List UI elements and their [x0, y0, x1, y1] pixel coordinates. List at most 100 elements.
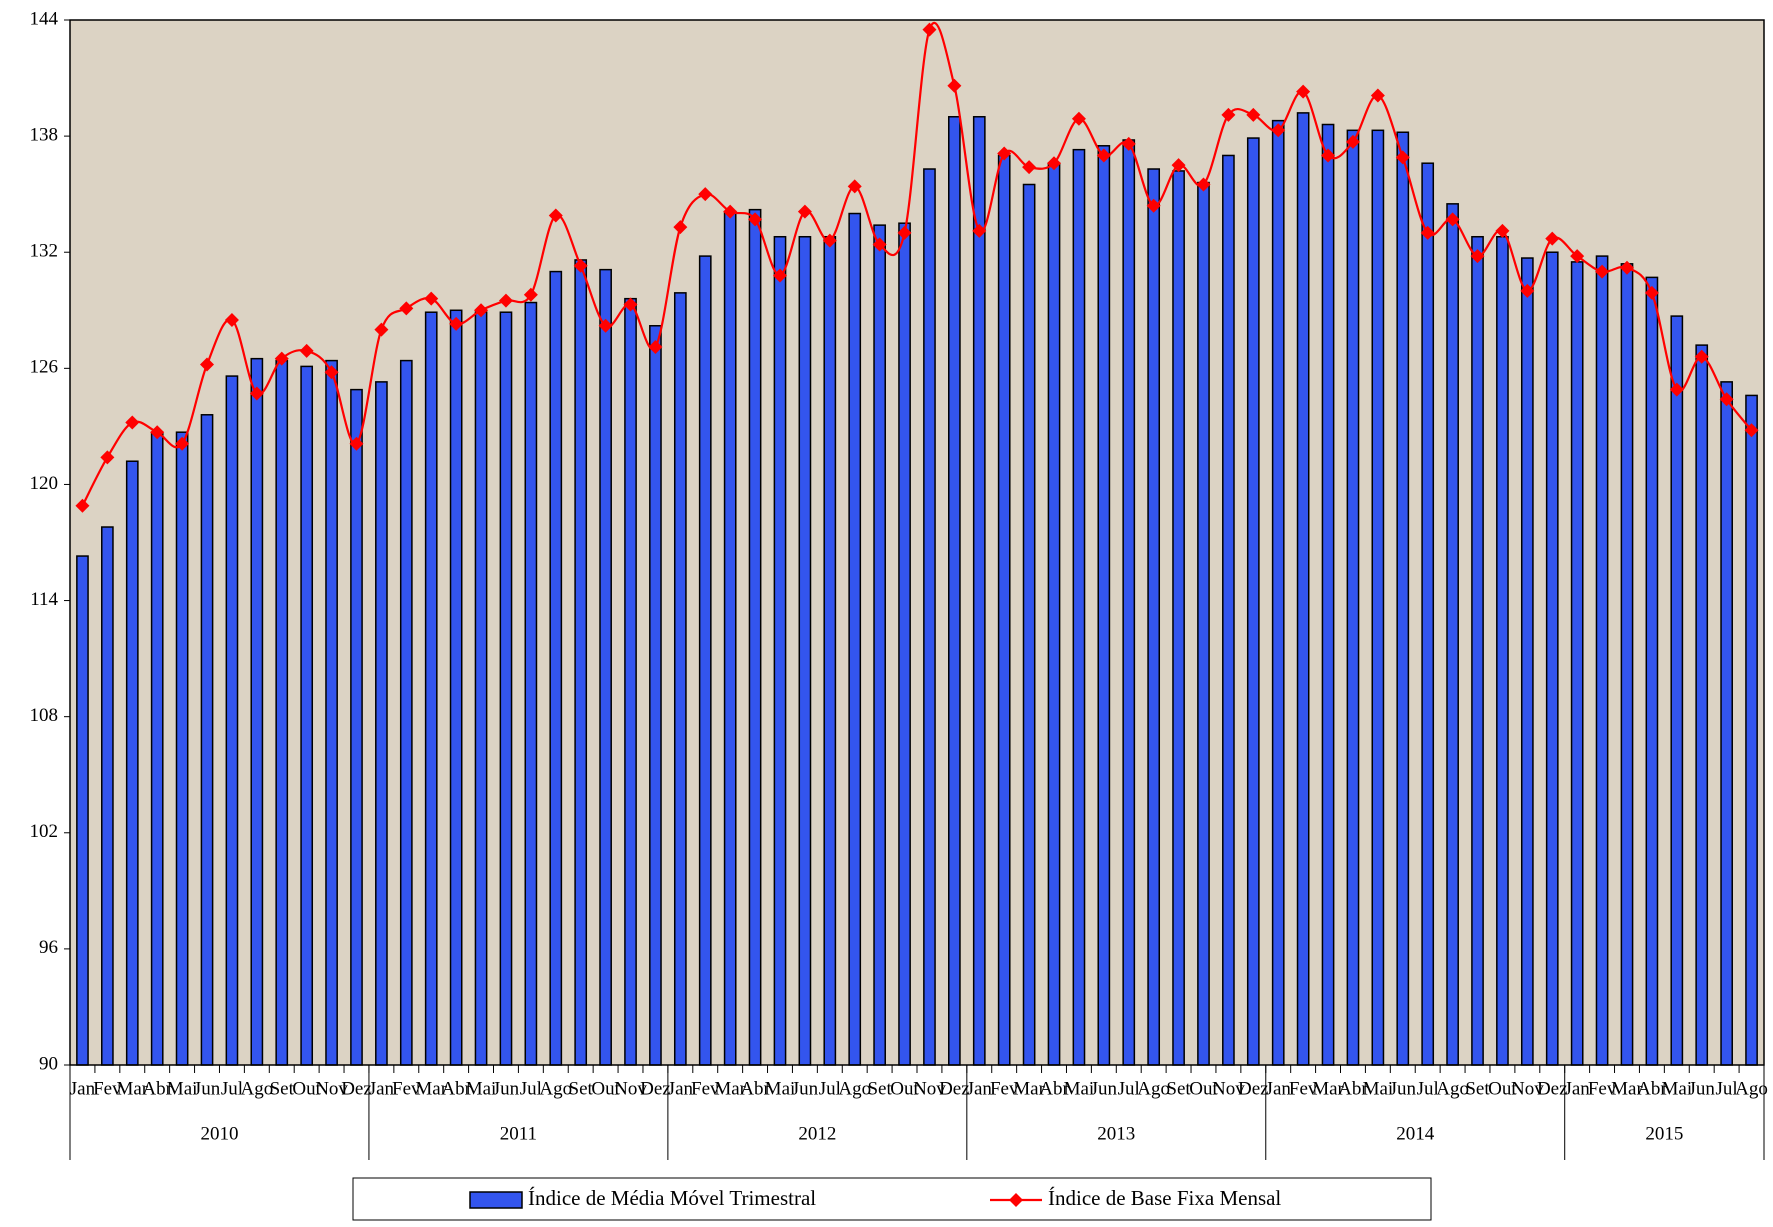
x-tick-label: Mar	[415, 1078, 447, 1099]
bar	[673, 292, 687, 1066]
bar	[175, 431, 189, 1066]
bar	[524, 301, 538, 1066]
marker	[573, 258, 588, 273]
marker	[673, 220, 688, 235]
marker	[648, 340, 663, 355]
marker	[1370, 88, 1385, 103]
bar	[399, 359, 413, 1066]
marker	[1570, 249, 1585, 264]
marker	[598, 318, 613, 333]
x-tick-label: Jun	[1390, 1078, 1417, 1099]
x-tick-label: Out	[1189, 1078, 1218, 1099]
x-tick-label: Abr	[1039, 1078, 1069, 1099]
bar	[997, 154, 1011, 1066]
marker	[1246, 107, 1261, 122]
marker	[872, 237, 887, 252]
marker	[1470, 249, 1485, 264]
bar	[275, 359, 289, 1066]
x-tick-label: Mai	[466, 1078, 497, 1099]
x-tick-label: Jun	[792, 1078, 819, 1099]
marker	[349, 436, 364, 451]
bar	[1670, 315, 1684, 1066]
bar	[1197, 181, 1210, 1066]
group-label: 2013	[1097, 1123, 1135, 1144]
x-tick-label: Jun	[493, 1078, 520, 1099]
group-label: 2014	[1396, 1123, 1435, 1144]
marker	[1495, 223, 1510, 238]
bar	[101, 526, 114, 1066]
marker	[847, 179, 862, 194]
group-label: 2015	[1645, 1123, 1683, 1144]
marker	[324, 365, 339, 380]
marker	[498, 293, 513, 308]
x-tick-label: Fev	[1588, 1078, 1617, 1099]
bar	[1570, 261, 1584, 1066]
x-tick-label: Ago	[1436, 1078, 1469, 1099]
x-tick-label: Jun	[194, 1078, 221, 1099]
bar	[1695, 344, 1709, 1066]
marker	[748, 212, 763, 227]
bar	[449, 309, 463, 1066]
group-label: 2010	[200, 1123, 238, 1144]
bar	[723, 210, 737, 1066]
bar	[1271, 119, 1285, 1066]
bar	[1496, 235, 1509, 1066]
bar	[923, 168, 936, 1066]
x-tick-label: Ago	[240, 1078, 273, 1099]
x-tick-label: Ago	[1735, 1078, 1768, 1099]
bar	[1022, 183, 1036, 1066]
x-tick-label: Mai	[1363, 1078, 1394, 1099]
x-tick-label: Set	[1465, 1078, 1490, 1099]
marker	[897, 225, 912, 240]
x-tick-label: Abr	[1338, 1078, 1368, 1099]
marker	[1345, 134, 1360, 149]
x-tick-label: Jan	[1564, 1078, 1590, 1099]
bar	[1047, 162, 1061, 1066]
bar	[125, 460, 139, 1066]
x-tick-label: Abr	[740, 1078, 770, 1099]
x-tick-label: Set	[867, 1078, 892, 1099]
x-tick-label: Dez	[341, 1078, 372, 1099]
bar	[823, 235, 837, 1066]
bar	[325, 359, 338, 1066]
legend-box	[352, 1177, 1432, 1221]
marker	[1420, 225, 1435, 240]
marker	[1445, 212, 1460, 227]
x-tick-label: Nov	[913, 1078, 946, 1099]
x-tick-label: Mai	[1064, 1078, 1095, 1099]
x-tick-label: Mar	[116, 1078, 148, 1099]
marker	[723, 204, 738, 219]
y-tick-label: 126	[30, 357, 59, 378]
y-tick-label: 120	[30, 473, 59, 494]
bar	[649, 325, 662, 1066]
x-tick-label: Nov	[614, 1078, 647, 1099]
bar	[748, 208, 762, 1066]
y-tick-label: 132	[30, 241, 59, 262]
marker	[523, 287, 538, 302]
marker	[125, 415, 140, 430]
bar	[549, 270, 563, 1066]
plot-background	[70, 20, 1764, 1065]
marker	[548, 208, 563, 223]
bar	[1520, 257, 1534, 1066]
bar	[1371, 129, 1385, 1066]
marker	[1221, 107, 1236, 122]
x-tick-label: Dez	[1238, 1078, 1269, 1099]
bar	[375, 381, 388, 1066]
bar	[574, 259, 588, 1066]
marker	[150, 425, 165, 440]
y-tick-label: 96	[39, 937, 58, 958]
marker	[1121, 136, 1136, 151]
x-tick-label: Mai	[167, 1078, 198, 1099]
x-tick-label: Dez	[939, 1078, 970, 1099]
marker	[1644, 285, 1659, 300]
y-tick-label: 114	[30, 589, 58, 610]
marker	[424, 291, 439, 306]
bar	[1321, 123, 1335, 1066]
legend-label: Índice de Base Fixa Mensal	[1048, 1186, 1281, 1210]
line	[81, 21, 1753, 507]
bar	[1745, 394, 1758, 1066]
bar	[250, 357, 264, 1066]
bar	[972, 116, 986, 1066]
